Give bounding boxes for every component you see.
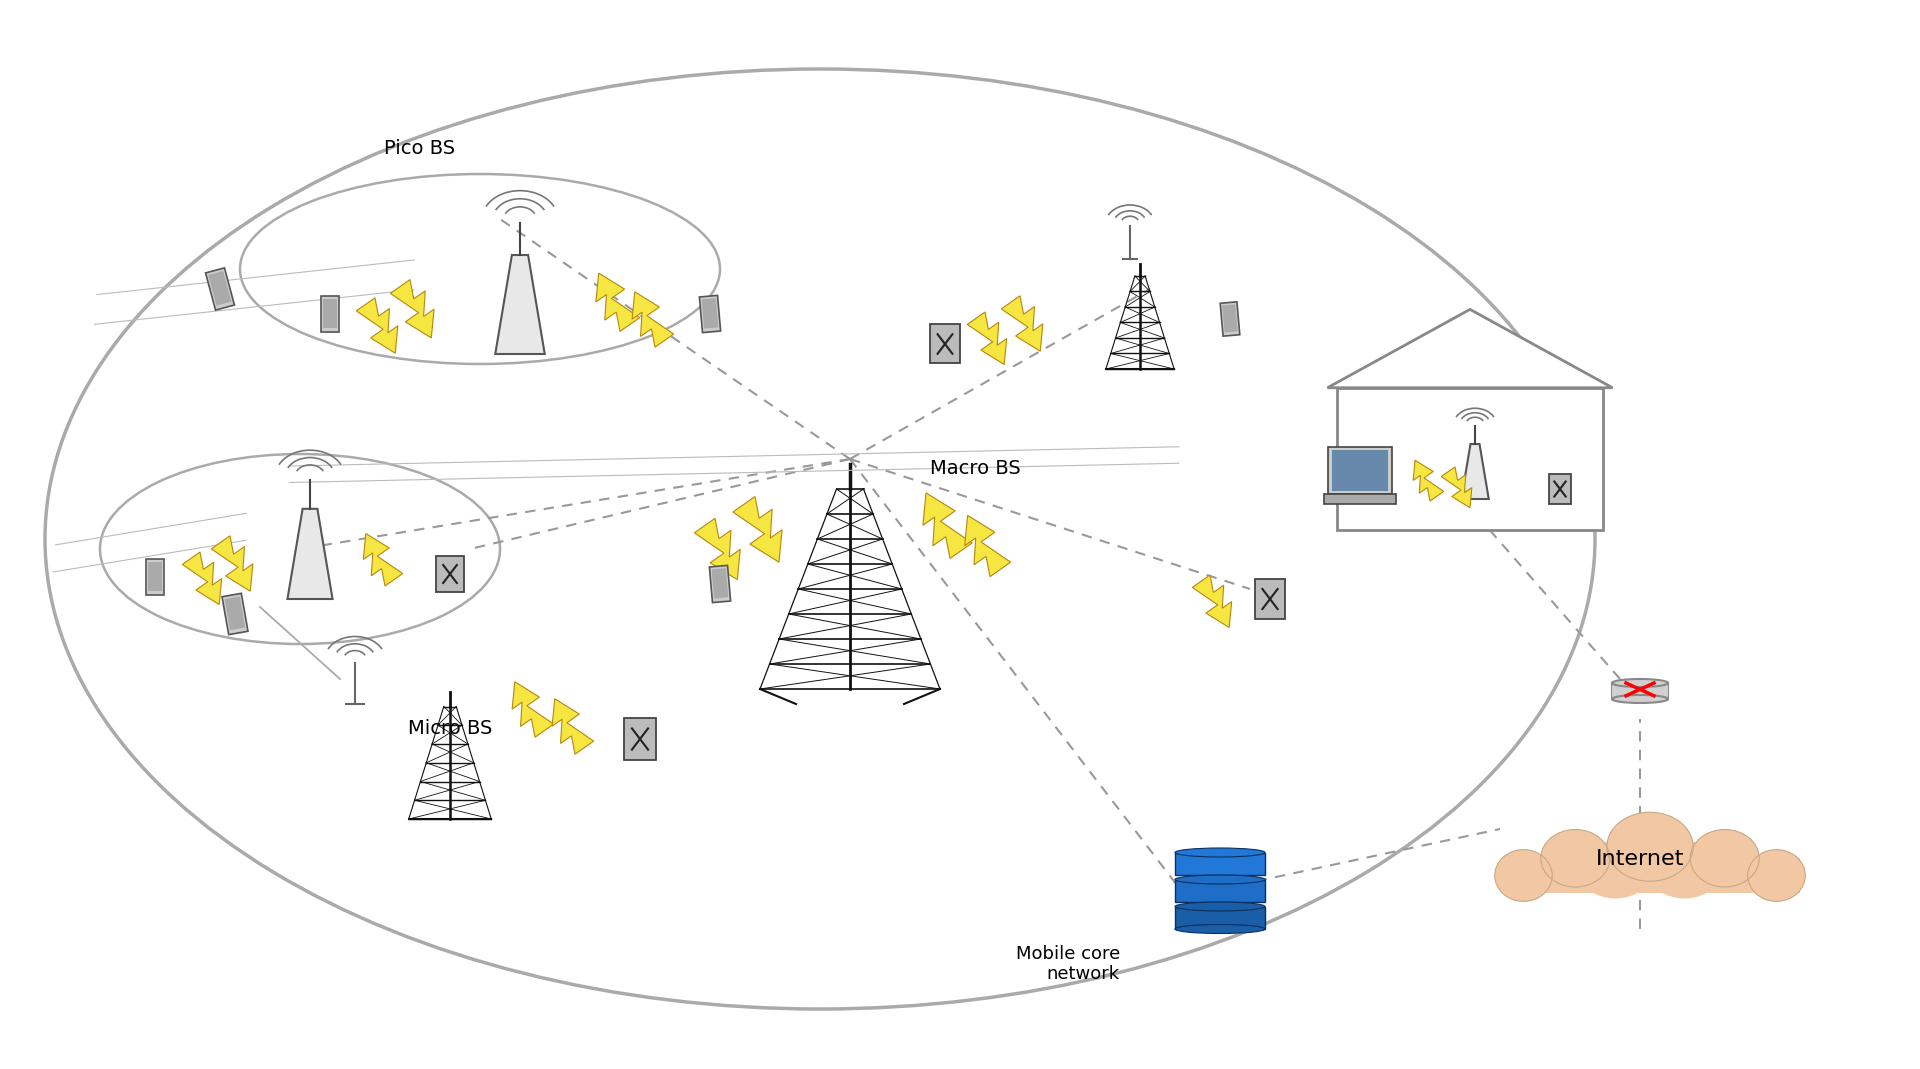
Polygon shape — [321, 296, 340, 331]
Ellipse shape — [1647, 841, 1722, 899]
Text: Mobile core
network: Mobile core network — [1016, 945, 1119, 983]
Bar — [1325, 494, 1396, 505]
Ellipse shape — [1747, 850, 1805, 901]
Text: Micro BS: Micro BS — [407, 719, 492, 738]
Polygon shape — [1223, 305, 1238, 332]
Polygon shape — [695, 518, 741, 579]
Bar — [1336, 388, 1603, 530]
Polygon shape — [211, 536, 253, 591]
Polygon shape — [205, 268, 234, 310]
Bar — [624, 717, 657, 760]
Polygon shape — [712, 568, 728, 599]
Polygon shape — [1002, 296, 1043, 352]
Bar — [1329, 447, 1392, 494]
Ellipse shape — [44, 69, 1596, 1009]
Ellipse shape — [1175, 925, 1265, 933]
Polygon shape — [1192, 575, 1231, 628]
Polygon shape — [288, 509, 332, 599]
Bar — [1175, 880, 1265, 902]
Polygon shape — [701, 298, 718, 328]
Polygon shape — [495, 255, 545, 354]
Ellipse shape — [1540, 830, 1609, 887]
Text: Internet: Internet — [1596, 849, 1684, 869]
Ellipse shape — [1175, 902, 1265, 911]
Text: Pico BS: Pico BS — [384, 139, 455, 158]
Bar — [1256, 579, 1284, 619]
Bar — [1175, 852, 1265, 876]
Polygon shape — [964, 515, 1010, 576]
Polygon shape — [182, 552, 221, 605]
Polygon shape — [1221, 301, 1240, 336]
Polygon shape — [632, 292, 674, 347]
Polygon shape — [207, 272, 230, 306]
Polygon shape — [146, 559, 163, 594]
Ellipse shape — [1175, 876, 1265, 884]
Ellipse shape — [1690, 830, 1759, 887]
Polygon shape — [225, 597, 246, 630]
Ellipse shape — [1607, 812, 1693, 881]
Polygon shape — [148, 561, 161, 591]
Polygon shape — [357, 298, 397, 353]
Text: Macro BS: Macro BS — [929, 459, 1021, 478]
Bar — [1332, 450, 1388, 491]
Polygon shape — [223, 593, 248, 635]
Bar — [929, 325, 960, 363]
Polygon shape — [968, 312, 1006, 365]
Ellipse shape — [1496, 850, 1551, 901]
Polygon shape — [924, 493, 972, 558]
Polygon shape — [595, 273, 639, 331]
Ellipse shape — [1613, 679, 1668, 687]
Bar — [1549, 474, 1571, 503]
Bar — [1501, 858, 1799, 893]
Ellipse shape — [1578, 841, 1653, 899]
Bar — [436, 556, 465, 592]
Polygon shape — [323, 298, 338, 328]
Polygon shape — [553, 699, 593, 755]
Polygon shape — [1413, 461, 1444, 501]
Polygon shape — [1442, 467, 1473, 508]
Polygon shape — [708, 566, 732, 603]
Polygon shape — [1327, 309, 1613, 388]
Polygon shape — [390, 280, 434, 338]
Bar — [1613, 683, 1668, 699]
Polygon shape — [1461, 444, 1488, 499]
Polygon shape — [733, 496, 781, 562]
Polygon shape — [363, 533, 403, 586]
Bar — [1175, 907, 1265, 929]
Ellipse shape — [1613, 695, 1668, 703]
Polygon shape — [699, 295, 720, 332]
Ellipse shape — [1175, 848, 1265, 857]
Polygon shape — [513, 682, 553, 738]
